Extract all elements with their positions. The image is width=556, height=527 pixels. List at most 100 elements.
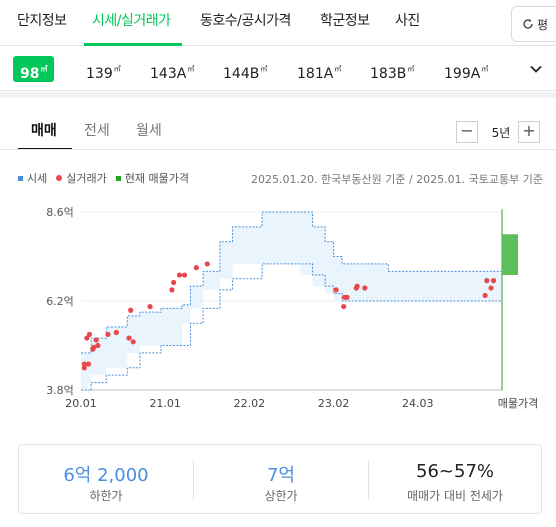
size-chip-98[interactable]: 98㎡ [13,56,55,82]
deal-tab-divider [0,149,556,150]
low-price-label: 하한가 [89,489,123,503]
trade-point [344,294,350,300]
size-label: 181 [297,66,324,82]
refresh-icon [523,19,533,29]
high-price-value: 7억 [266,465,295,486]
trade-point [176,272,183,278]
x-tick-label: 23.02 [318,397,350,410]
tab-price[interactable]: 시세/실거래가 [92,13,171,29]
legend-actual: 실거래가 [56,170,107,186]
summary-low: 6억 2,000 하한가 [19,445,193,513]
size-suffix: A [323,66,334,82]
trade-point [91,344,97,350]
size-label: 98 [20,66,40,82]
trade-point [84,335,90,341]
trade-point [95,342,101,349]
unit-toggle-button[interactable]: 평 [511,6,556,42]
y-tick-label: 6.2억 [46,295,74,308]
trade-point [81,361,87,367]
legend-market: 시세 [18,170,47,186]
trade-point [193,265,199,271]
size-chip-199a[interactable]: 199A㎡ [444,56,488,82]
summary-high: 7억 상한가 [194,445,368,513]
size-suffix: A [176,66,187,82]
size-chip-143a[interactable]: 143A㎡ [150,56,194,82]
size-suffix: A [470,66,481,82]
size-label: 199 [444,66,471,82]
listing-price-bar [502,234,518,276]
size-suffix: B [396,66,407,82]
trade-point [126,335,132,341]
tab-unit-price[interactable]: 동호수/공시가격 [200,13,291,29]
x-tick-label: 20.01 [65,397,97,410]
size-label: 183 [370,66,397,82]
size-chip-183b[interactable]: 183B㎡ [370,56,414,82]
x-tick-label: 21.01 [149,397,181,410]
y-tick-label: 3.8억 [46,384,74,397]
trade-point [354,283,360,289]
summary-divider [193,460,194,500]
x-tick-label: 24.03 [402,397,434,410]
period-minus-button[interactable]: − [456,121,478,143]
trade-point [333,287,339,293]
unit-toggle-label: 평 [537,17,549,32]
high-price-label: 상한가 [264,489,298,503]
trade-point [128,307,134,313]
trade-point [181,272,188,278]
trade-point [86,331,93,337]
low-price-value: 6억 2,000 [63,465,149,486]
legend-actual-label: 실거래가 [66,172,107,185]
size-chip-139[interactable]: 139㎡ [86,56,121,82]
size-chip-144b[interactable]: 144B㎡ [223,56,267,82]
trade-point [130,339,136,345]
data-source-note: 2025.01.20. 한국부동산원 기준 / 2025.01. 국토교통부 기… [251,173,543,186]
legend-market-swatch [18,175,23,181]
trade-point [362,285,368,291]
active-tab-indicator [84,43,182,46]
trade-point [341,303,347,310]
legend-listing-label: 현재 매물가격 [124,172,189,185]
sqm-unit: ㎡ [260,65,268,73]
y-tick-label: 8.6억 [46,206,74,219]
legend-listing-swatch [115,175,121,181]
trade-point [171,279,177,286]
price-summary: 6억 2,000 하한가 7억 상한가 56~57% 매매가 대비 전세가 [18,444,542,514]
sqm-unit: ㎡ [40,65,48,73]
x-tick-label: 매물가격 [498,397,538,410]
jeonse-ratio-label: 매매가 대비 전세가 [407,489,503,503]
trade-point [81,365,87,371]
sqm-unit: ㎡ [481,65,489,73]
market-low-line [81,263,502,391]
size-label: 139 [86,66,113,82]
sqm-unit: ㎡ [407,65,415,73]
size-suffix: B [249,66,260,82]
size-selector: 98㎡ 139㎡ 143A㎡ 144B㎡ 181A㎡ 183B㎡ 199A㎡ [0,47,556,91]
tab-monthly-rent[interactable]: 월세 [136,123,162,139]
trade-point [85,361,92,367]
legend-actual-swatch [56,175,63,181]
tab-jeonse[interactable]: 전세 [84,123,110,139]
chevron-down-icon[interactable] [528,61,544,77]
legend-listing: 현재 매물가격 [115,170,189,186]
size-chip-181a[interactable]: 181A㎡ [297,56,341,82]
trade-point [93,337,99,343]
tab-sale[interactable]: 매매 [31,123,57,139]
chart-legend: 시세 실거래가 현재 매물가격 [18,171,198,185]
tab-photos[interactable]: 사진 [395,13,420,29]
trade-point [105,331,111,337]
tab-complex-info[interactable]: 단지정보 [17,13,67,29]
trade-point [204,261,210,267]
trade-point [488,285,494,291]
summary-divider [368,460,369,500]
tab-school[interactable]: 학군정보 [320,13,370,29]
section-divider [0,92,556,98]
trade-point [482,292,488,299]
period-value: 5년 [491,126,511,140]
size-label: 144 [223,66,250,82]
market-band-fill [81,212,502,390]
legend-market-label: 시세 [27,172,48,185]
summary-ratio: 56~57% 매매가 대비 전세가 [369,445,541,513]
period-plus-button[interactable]: + [518,121,540,143]
